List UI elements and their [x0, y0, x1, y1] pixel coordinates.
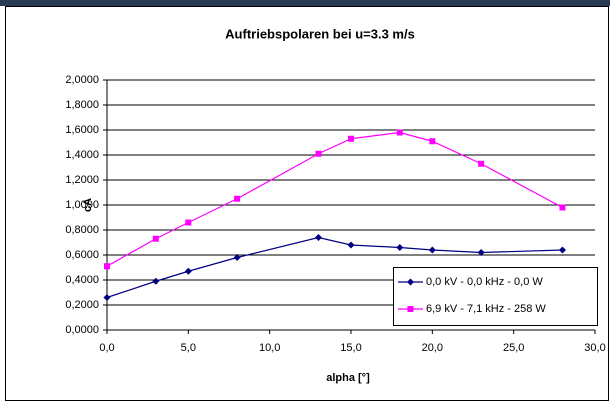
point	[429, 138, 435, 144]
point	[153, 236, 159, 242]
y-tick-label: 0,2000	[65, 299, 99, 311]
point	[397, 130, 403, 136]
page: {"chart_data": {"type": "line", "title":…	[0, 0, 610, 401]
y-tick-label: 1,2000	[65, 174, 99, 186]
x-tick-label: 5,0	[181, 342, 196, 354]
x-tick-label: 25,0	[503, 342, 524, 354]
top-strip	[0, 0, 610, 6]
legend-label: 6,9 kV - 7,1 kHz - 258 W	[426, 303, 546, 315]
x-tick-label: 15,0	[340, 342, 361, 354]
x-tick-label: 10,0	[259, 342, 280, 354]
point	[104, 263, 110, 269]
y-tick-label: 0,8000	[65, 224, 99, 236]
y-tick-label: 0,4000	[65, 274, 99, 286]
point	[315, 151, 321, 157]
y-tick-label: 0,6000	[65, 249, 99, 261]
x-tick-label: 20,0	[422, 342, 443, 354]
legend: 0,0 kV - 0,0 kHz - 0,0 W 6,9 kV - 7,1 kHz…	[394, 268, 598, 326]
y-tick-label: 2,0000	[65, 74, 99, 86]
x-axis-title: alpha [°]	[326, 372, 370, 384]
point	[234, 196, 240, 202]
y-tick-label: 0,0000	[65, 324, 99, 336]
x-tick-label: 30,0	[584, 342, 605, 354]
legend-label: 0,0 kV - 0,0 kHz - 0,0 W	[426, 276, 543, 288]
y-tick-label: 1,0000	[65, 199, 99, 211]
chart: Auftriebspolaren bei u=3.3 m/s alpha [°]…	[0, 0, 610, 401]
legend-marker	[408, 306, 414, 312]
chart-title: Auftriebspolaren bei u=3.3 m/s	[225, 26, 415, 41]
x-tick-label: 0,0	[99, 342, 114, 354]
y-tick-label: 1,6000	[65, 124, 99, 136]
point	[478, 161, 484, 167]
point	[348, 136, 354, 142]
point	[559, 205, 565, 211]
y-tick-label: 1,4000	[65, 149, 99, 161]
y-tick-label: 1,8000	[65, 99, 99, 111]
point	[185, 220, 191, 226]
